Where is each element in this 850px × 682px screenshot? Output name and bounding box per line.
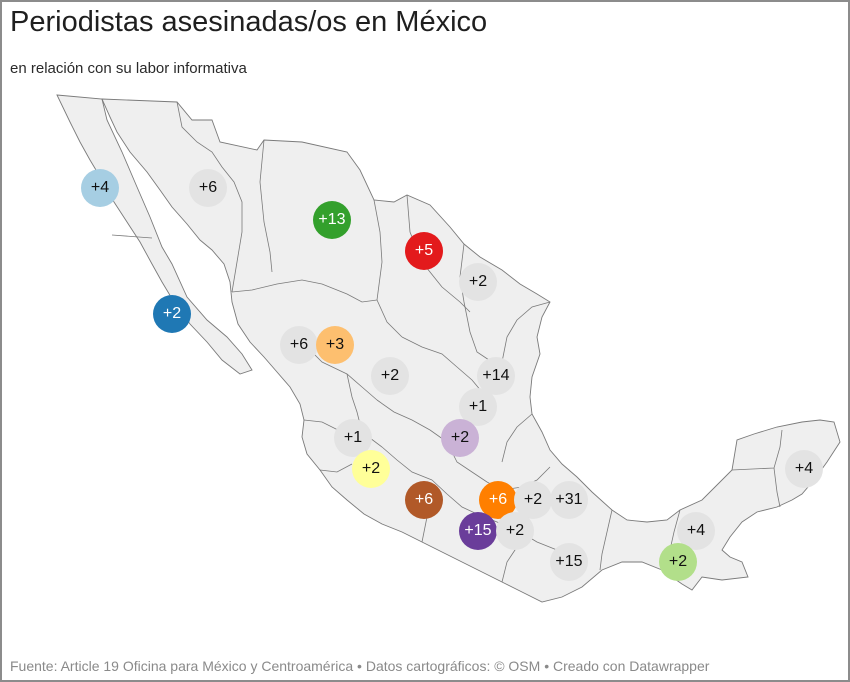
map-bubble[interactable]: +2	[153, 295, 191, 333]
map-bubble[interactable]: +4	[81, 169, 119, 207]
map-bubble[interactable]: +15	[459, 512, 497, 550]
map-bubble[interactable]: +3	[316, 326, 354, 364]
map-bubble[interactable]: +4	[785, 450, 823, 488]
map-bubble[interactable]: +6	[405, 481, 443, 519]
map-bubble[interactable]: +6	[280, 326, 318, 364]
map-bubble[interactable]: +2	[496, 512, 534, 550]
chart-title: Periodistas asesinadas/os en México	[10, 6, 488, 38]
map-bubble[interactable]: +2	[659, 543, 697, 581]
source-credit: Fuente: Article 19 Oficina para México y…	[10, 658, 710, 674]
map-bubble[interactable]: +13	[313, 201, 351, 239]
map-bubble[interactable]: +5	[405, 232, 443, 270]
map-bubble[interactable]: +6	[189, 169, 227, 207]
map-bubble[interactable]: +1	[459, 388, 497, 426]
map-bubble[interactable]: +31	[550, 481, 588, 519]
map-bubble[interactable]: +2	[441, 419, 479, 457]
mainland	[101, 98, 841, 603]
map-bubble[interactable]: +2	[371, 357, 409, 395]
chart-subtitle: en relación con su labor informativa	[10, 60, 247, 77]
map-bubble[interactable]: +2	[459, 263, 497, 301]
map-bubble[interactable]: +2	[352, 450, 390, 488]
state-borders	[111, 101, 783, 583]
map-bubble[interactable]: +15	[550, 543, 588, 581]
